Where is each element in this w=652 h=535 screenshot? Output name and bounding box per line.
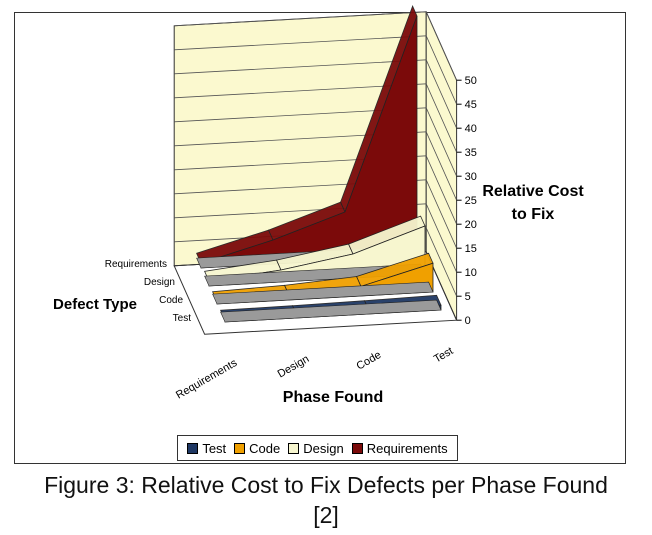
defect-type-label: Test xyxy=(173,313,192,324)
gridline xyxy=(174,179,457,249)
gridline xyxy=(174,83,457,153)
caption-line-1: Figure 3: Relative Cost to Fix Defects p… xyxy=(44,472,608,498)
gridline xyxy=(174,131,457,201)
series-layer xyxy=(196,5,442,323)
gridline xyxy=(174,11,457,81)
y-axis-title-line: to Fix xyxy=(512,206,555,223)
y-tick-label: 40 xyxy=(465,123,477,135)
y-tick-label: 10 xyxy=(465,267,477,279)
y-tick-label: 30 xyxy=(465,171,477,183)
gridline xyxy=(174,203,457,273)
series-design xyxy=(204,215,426,287)
legend-swatch xyxy=(187,442,199,454)
y-tick-label: 45 xyxy=(465,99,477,111)
y-tick-label: 25 xyxy=(465,195,477,207)
z-axis-title: Defect Type xyxy=(53,296,137,313)
legend-item: Code xyxy=(234,441,280,456)
legend-item: Design xyxy=(288,440,344,456)
gridline xyxy=(174,155,457,225)
legend-label: Test xyxy=(202,440,227,456)
legend-label: Requirements xyxy=(366,440,448,456)
gridline xyxy=(174,59,457,129)
y-axis-title-line: Relative Cost xyxy=(482,183,584,200)
phase-label: Requirements xyxy=(174,357,240,402)
legend-item: Requirements xyxy=(351,440,448,456)
series-code xyxy=(212,252,434,305)
defect-type-label: Code xyxy=(159,295,183,306)
phase-label: Test xyxy=(432,345,455,365)
legend-item: Test xyxy=(187,441,226,456)
caption-line-2: [2] xyxy=(313,502,339,528)
gridline xyxy=(174,107,457,177)
series-test-floor xyxy=(220,299,442,323)
y-tick-label: 50 xyxy=(465,75,477,87)
figure-caption: Figure 3: Relative Cost to Fix Defects p… xyxy=(0,470,652,530)
y-tick-label: 0 xyxy=(465,315,471,327)
y-tick-label: 5 xyxy=(465,291,471,303)
legend-label: Design xyxy=(303,440,344,456)
defect-type-label: Design xyxy=(144,277,175,288)
legend-swatch xyxy=(288,442,300,454)
legend-swatch xyxy=(234,442,246,454)
defect-type-label: Requirements xyxy=(105,259,167,270)
series-code-floor xyxy=(212,281,434,305)
phase-label: Design xyxy=(276,353,312,381)
y-tick-label: 35 xyxy=(465,147,477,159)
phase-label: Code xyxy=(355,349,384,373)
chart-floor xyxy=(173,251,458,335)
y-tick-label: 15 xyxy=(465,243,477,255)
y-tick-label: 20 xyxy=(465,219,477,231)
gridline xyxy=(174,35,457,105)
x-axis-title: Phase Found xyxy=(283,389,383,406)
legend-swatch xyxy=(351,442,363,454)
y-axis-title: Relative Cost to Fix xyxy=(482,183,584,223)
series-test xyxy=(220,294,442,323)
legend: Test Code Design Requirements xyxy=(177,435,458,461)
legend-label: Code xyxy=(249,440,281,456)
